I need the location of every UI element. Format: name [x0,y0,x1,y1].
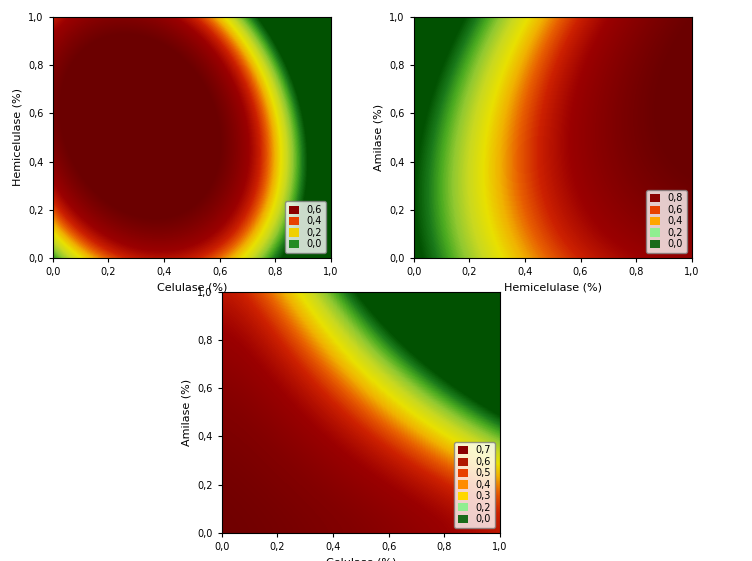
X-axis label: Hemicelulase (%): Hemicelulase (%) [504,283,602,293]
X-axis label: Celulase (%): Celulase (%) [156,283,227,293]
Legend: 0,6, 0,4, 0,2, 0,0: 0,6, 0,4, 0,2, 0,0 [285,201,326,253]
Y-axis label: Amilase (%): Amilase (%) [374,104,384,171]
Y-axis label: Hemicelulase (%): Hemicelulase (%) [13,89,23,186]
Y-axis label: Amilase (%): Amilase (%) [182,379,192,446]
Legend: 0,7, 0,6, 0,5, 0,4, 0,3, 0,2, 0,0: 0,7, 0,6, 0,5, 0,4, 0,3, 0,2, 0,0 [454,442,496,528]
X-axis label: Celulase (%): Celulase (%) [326,558,396,561]
Legend: 0,8, 0,6, 0,4, 0,2, 0,0: 0,8, 0,6, 0,4, 0,2, 0,0 [646,190,687,253]
